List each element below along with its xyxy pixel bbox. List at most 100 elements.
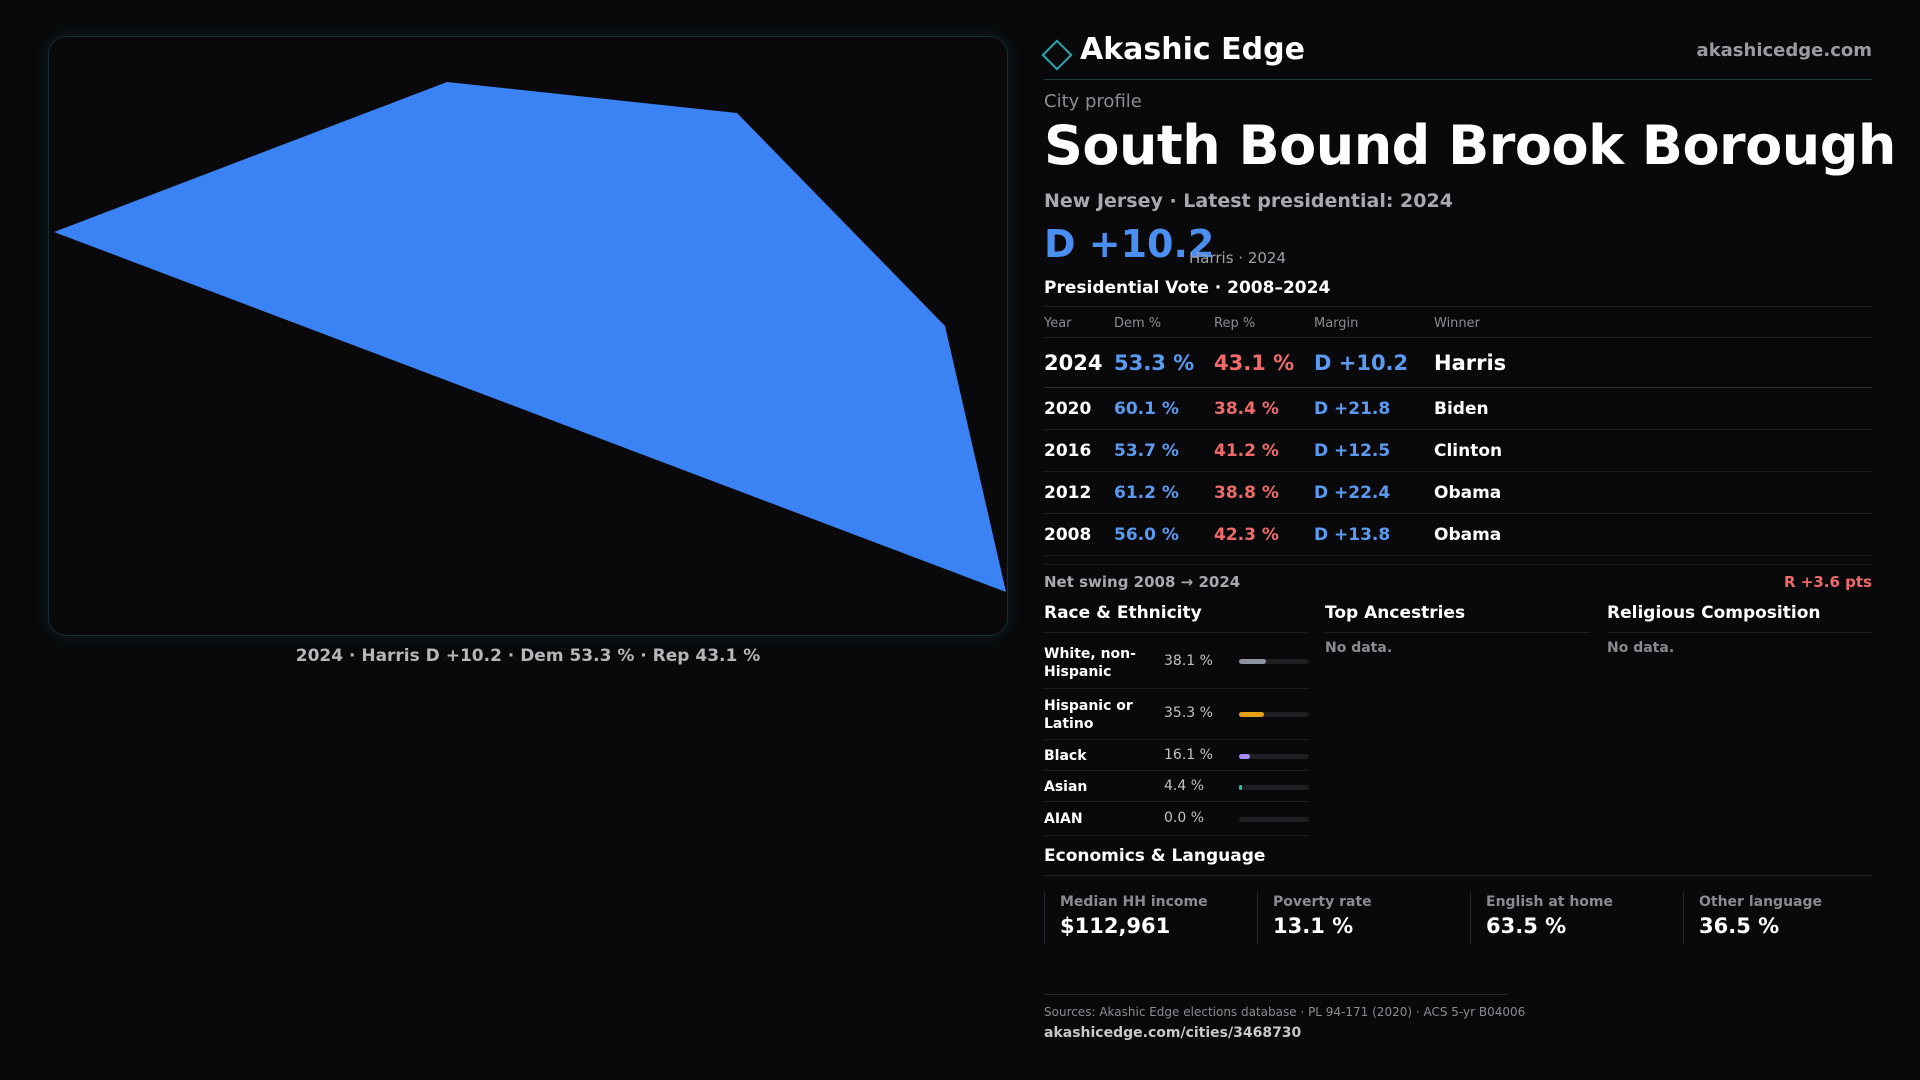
econ-label: English at home <box>1486 894 1614 910</box>
diamond-icon <box>1041 39 1073 71</box>
econ-value: 36.5 % <box>1699 914 1780 938</box>
cell-year: 2020 <box>1044 399 1092 419</box>
race-row: White, non-Hispanic 38.1 % <box>1044 634 1309 689</box>
economics-divider <box>1044 875 1872 876</box>
race-row: Asian 4.4 % <box>1044 771 1309 802</box>
race-bar-fill <box>1239 754 1251 759</box>
col-margin: Margin <box>1314 316 1359 331</box>
econ-label: Median HH income <box>1060 894 1208 910</box>
cell-year: 2012 <box>1044 483 1092 503</box>
cell-year: 2024 <box>1044 351 1103 375</box>
cell-year: 2008 <box>1044 525 1092 545</box>
religion-divider <box>1607 632 1872 633</box>
cell-margin: D +10.2 <box>1314 351 1409 375</box>
cell-margin: D +12.5 <box>1314 441 1391 461</box>
race-bar-fill <box>1239 659 1266 664</box>
econ-card-other-language: Other language 36.5 % <box>1683 892 1883 944</box>
cell-dem: 53.7 % <box>1114 441 1179 461</box>
cell-margin: D +13.8 <box>1314 525 1391 545</box>
net-swing-value: R +3.6 pts <box>1784 573 1872 591</box>
brand-url[interactable]: akashicedge.com <box>1696 40 1872 61</box>
table-row: 2024 53.3 % 43.1 % D +10.2 Harris <box>1044 338 1872 388</box>
cell-winner: Biden <box>1434 399 1489 419</box>
religion-empty: No data. <box>1607 640 1675 656</box>
borough-map[interactable] <box>49 37 1008 636</box>
race-bar-track <box>1239 785 1309 790</box>
table-row: 2012 61.2 % 38.8 % D +22.4 Obama <box>1044 472 1872 514</box>
cell-winner: Obama <box>1434 525 1502 545</box>
econ-label: Poverty rate <box>1273 894 1372 910</box>
race-divider <box>1044 632 1309 633</box>
ancestries-empty: No data. <box>1325 640 1393 656</box>
race-label: White, non-Hispanic <box>1044 646 1136 680</box>
cell-dem: 61.2 % <box>1114 483 1179 503</box>
race-pct: 4.4 % <box>1164 778 1205 794</box>
cell-rep: 43.1 % <box>1214 351 1295 375</box>
race-pct: 38.1 % <box>1164 653 1213 669</box>
race-label: Black <box>1044 748 1087 764</box>
cell-dem: 60.1 % <box>1114 399 1179 419</box>
net-swing-row: Net swing 2008 → 2024 R +3.6 pts <box>1044 564 1872 594</box>
cell-rep: 38.8 % <box>1214 483 1279 503</box>
econ-value: $112,961 <box>1060 914 1171 938</box>
race-label: Asian <box>1044 779 1088 795</box>
col-rep: Rep % <box>1214 316 1256 331</box>
vote-section-title: Presidential Vote · 2008–2024 <box>1044 278 1331 298</box>
race-row: AIAN 0.0 % <box>1044 802 1309 836</box>
cell-rep: 38.4 % <box>1214 399 1279 419</box>
cell-margin: D +21.8 <box>1314 399 1391 419</box>
econ-card-english: English at home 63.5 % <box>1470 892 1670 944</box>
cell-year: 2016 <box>1044 441 1092 461</box>
race-row: Black 16.1 % <box>1044 740 1309 771</box>
col-dem: Dem % <box>1114 316 1162 331</box>
headline-note: Harris · 2024 <box>1189 249 1287 267</box>
race-pct: 0.0 % <box>1164 810 1205 826</box>
economics-section-title: Economics & Language <box>1044 846 1266 866</box>
sources-text: Sources: Akashic Edge elections database… <box>1044 1005 1526 1019</box>
race-label: Hispanic or Latino <box>1044 698 1133 732</box>
race-bar-track <box>1239 712 1309 717</box>
cell-dem: 56.0 % <box>1114 525 1179 545</box>
page-subtitle: New Jersey · Latest presidential: 2024 <box>1044 190 1453 212</box>
cell-margin: D +22.4 <box>1314 483 1391 503</box>
page-kicker: City profile <box>1044 91 1142 112</box>
race-bar-track <box>1239 754 1309 759</box>
econ-label: Other language <box>1699 894 1822 910</box>
cell-rep: 41.2 % <box>1214 441 1279 461</box>
race-pct: 16.1 % <box>1164 747 1213 763</box>
page-url-link[interactable]: akashicedge.com/cities/3468730 <box>1044 1025 1302 1041</box>
table-row: 2008 56.0 % 42.3 % D +13.8 Obama <box>1044 514 1872 556</box>
ancestries-section-title: Top Ancestries <box>1325 603 1466 623</box>
econ-value: 13.1 % <box>1273 914 1354 938</box>
race-bar-track <box>1239 659 1309 664</box>
brand-header: Akashic Edge akashicedge.com <box>1041 32 1872 80</box>
col-year: Year <box>1044 316 1072 331</box>
ancestries-divider <box>1325 632 1590 633</box>
map-panel[interactable] <box>48 36 1008 636</box>
race-row: Hispanic or Latino 35.3 % <box>1044 689 1309 740</box>
race-section-title: Race & Ethnicity <box>1044 603 1202 623</box>
econ-card-poverty: Poverty rate 13.1 % <box>1257 892 1457 944</box>
econ-card-income: Median HH income $112,961 <box>1044 892 1244 944</box>
cell-winner: Harris <box>1434 351 1507 375</box>
headline-margin: D +10.2 <box>1044 222 1215 266</box>
vote-table-header: Year Dem % Rep % Margin Winner <box>1044 306 1872 338</box>
map-caption: 2024 · Harris D +10.2 · Dem 53.3 % · Rep… <box>295 646 761 666</box>
race-pct: 35.3 % <box>1164 705 1213 721</box>
cell-dem: 53.3 % <box>1114 351 1195 375</box>
borough-shape[interactable] <box>54 82 1006 592</box>
race-label: AIAN <box>1044 811 1083 827</box>
table-row: 2020 60.1 % 38.4 % D +21.8 Biden <box>1044 388 1872 430</box>
econ-value: 63.5 % <box>1486 914 1567 938</box>
cell-winner: Obama <box>1434 483 1502 503</box>
net-swing-label: Net swing 2008 → 2024 <box>1044 573 1241 591</box>
col-winner: Winner <box>1434 316 1481 331</box>
table-row: 2016 53.7 % 41.2 % D +12.5 Clinton <box>1044 430 1872 472</box>
brand-name: Akashic Edge <box>1080 32 1305 67</box>
page-title: South Bound Brook Borough <box>1044 114 1896 177</box>
footer-divider <box>1044 994 1508 995</box>
race-bar-fill <box>1239 712 1264 717</box>
cell-rep: 42.3 % <box>1214 525 1279 545</box>
race-bar-fill <box>1239 785 1243 790</box>
race-bar-track <box>1239 817 1309 822</box>
